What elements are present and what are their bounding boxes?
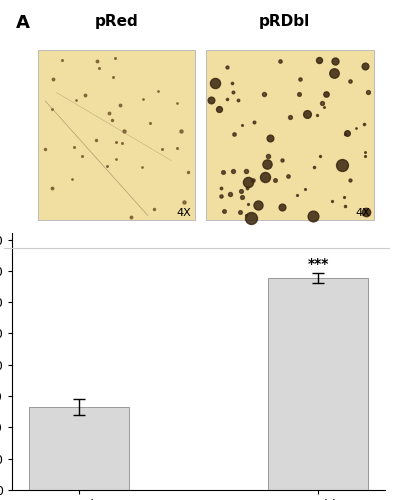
Text: 4X: 4X [176,208,191,218]
Bar [29,408,129,490]
Text: ***: *** [307,257,329,271]
Bar [38,50,195,220]
Text: pRDbl: pRDbl [259,14,310,30]
Bar [268,278,368,490]
Text: pRed: pRed [94,14,138,30]
Text: A: A [16,14,29,32]
Text: 4X: 4X [355,208,370,218]
Bar [206,50,374,220]
